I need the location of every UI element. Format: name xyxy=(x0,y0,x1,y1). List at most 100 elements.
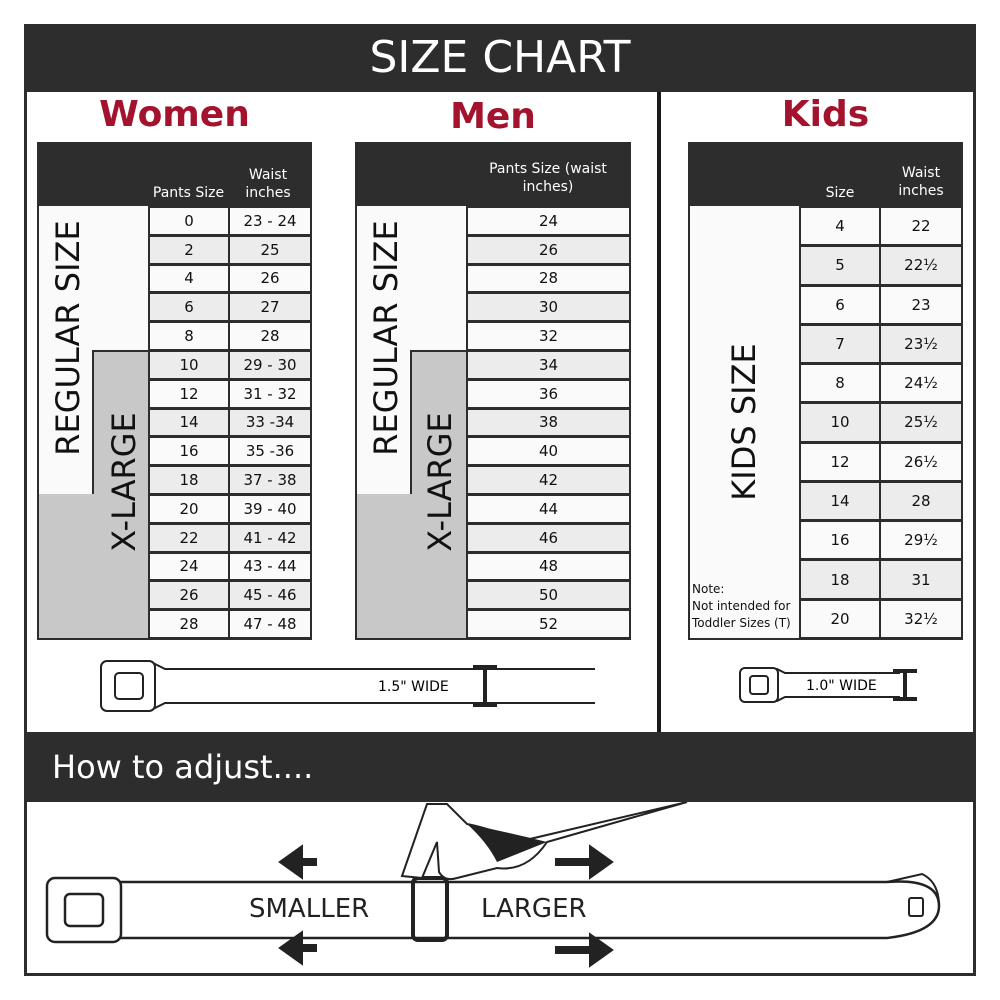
table-cell: 18 xyxy=(148,465,230,495)
table-cell: 48 xyxy=(466,551,631,582)
table-cell: 20 xyxy=(148,494,230,524)
kids-belt-illustration xyxy=(739,667,917,703)
table-cell: 31 xyxy=(879,559,963,600)
arrow-right-bottom-icon xyxy=(555,932,614,968)
table-cell: 22 xyxy=(148,522,230,553)
table-cell: 27 xyxy=(228,292,312,323)
table-cell: 18 xyxy=(799,559,881,600)
men-xlarge-notch xyxy=(410,350,466,494)
larger-label: LARGER xyxy=(481,894,587,924)
kids-label-region xyxy=(690,206,799,638)
table-cell: 23½ xyxy=(879,323,963,365)
table-cell: 39 - 40 xyxy=(228,494,312,524)
table-cell: 36 xyxy=(466,378,631,409)
men-col-pants: Pants Size (waist inches) xyxy=(489,161,607,195)
note-title: Note: xyxy=(692,582,725,596)
table-cell: 26 xyxy=(466,234,631,265)
table-cell: 12 xyxy=(799,441,881,482)
table-cell: 8 xyxy=(148,321,230,351)
table-cell: 34 xyxy=(466,350,631,380)
kids-title: Kids xyxy=(781,94,870,135)
women-regular-label: REGULAR SIZE xyxy=(49,220,87,456)
table-cell: 26 xyxy=(148,580,230,611)
table-cell: 29½ xyxy=(879,520,963,561)
women-xlarge-label: X-LARGE xyxy=(105,412,143,552)
kids-size-label: KIDS SIZE xyxy=(725,343,763,501)
table-cell: 6 xyxy=(799,284,881,325)
table-cell: 26½ xyxy=(879,441,963,482)
arrow-left-top-icon xyxy=(278,844,317,880)
smaller-label: SMALLER xyxy=(249,894,370,924)
table-cell: 41 - 42 xyxy=(228,522,312,553)
table-cell: 33 -34 xyxy=(228,407,312,438)
table-cell: 30 xyxy=(466,292,631,323)
table-cell: 22½ xyxy=(879,245,963,286)
women-belt-illustration xyxy=(100,660,595,712)
men-title: Men xyxy=(450,96,536,137)
table-cell: 31 - 32 xyxy=(228,378,312,409)
table-cell: 4 xyxy=(799,206,881,247)
arrow-right-top-icon xyxy=(555,844,614,880)
table-cell: 8 xyxy=(799,363,881,404)
kids-col-waist: Waist inches xyxy=(898,165,944,199)
men-xlarge-label: X-LARGE xyxy=(421,412,459,552)
table-cell: 14 xyxy=(799,480,881,522)
table-cell: 2 xyxy=(148,234,230,265)
table-cell: 28 xyxy=(879,480,963,522)
table-cell: 25 xyxy=(228,234,312,265)
table-cell: 28 xyxy=(148,609,230,639)
table-cell: 16 xyxy=(799,520,881,561)
table-cell: 22 xyxy=(879,206,963,247)
arrow-left-bottom-icon xyxy=(278,930,317,966)
kids-note: Note: Not intended for Toddler Sizes (T) xyxy=(692,581,797,632)
table-cell: 5 xyxy=(799,245,881,286)
table-cell: 37 - 38 xyxy=(228,465,312,495)
page-title: SIZE CHART xyxy=(24,24,976,92)
table-cell: 43 - 44 xyxy=(228,551,312,582)
table-cell: 26 xyxy=(228,263,312,294)
table-cell: 4 xyxy=(148,263,230,294)
table-cell: 42 xyxy=(466,465,631,495)
table-cell: 28 xyxy=(466,263,631,294)
women-col-pants: Pants Size xyxy=(152,185,225,201)
table-cell: 23 xyxy=(879,284,963,325)
table-cell: 32½ xyxy=(879,598,963,639)
adjust-title: How to adjust.... xyxy=(24,732,976,802)
women-belt-width: 1.5" WIDE xyxy=(378,679,449,695)
table-cell: 40 xyxy=(466,436,631,467)
divider xyxy=(657,92,661,732)
table-cell: 35 -36 xyxy=(228,436,312,467)
women-xlarge-notch xyxy=(92,350,148,494)
table-cell: 16 xyxy=(148,436,230,467)
kids-col-size: Size xyxy=(825,185,855,201)
table-cell: 25½ xyxy=(879,402,963,443)
table-cell: 46 xyxy=(466,522,631,553)
kids-belt-width: 1.0" WIDE xyxy=(806,678,877,694)
table-cell: 14 xyxy=(148,407,230,438)
table-cell: 52 xyxy=(466,609,631,639)
table-cell: 32 xyxy=(466,321,631,351)
table-cell: 50 xyxy=(466,580,631,611)
table-cell: 7 xyxy=(799,323,881,365)
table-cell: 12 xyxy=(148,378,230,409)
table-cell: 29 - 30 xyxy=(228,350,312,380)
adjust-illustration xyxy=(45,802,941,968)
women-title: Women xyxy=(99,94,250,135)
table-cell: 24 xyxy=(466,206,631,236)
table-cell: 24 xyxy=(148,551,230,582)
men-regular-label: REGULAR SIZE xyxy=(367,220,405,456)
table-cell: 23 - 24 xyxy=(228,206,312,236)
table-cell: 20 xyxy=(799,598,881,639)
women-col-waist: Waist inches xyxy=(245,167,291,201)
table-cell: 0 xyxy=(148,206,230,236)
table-cell: 6 xyxy=(148,292,230,323)
table-cell: 47 - 48 xyxy=(228,609,312,639)
table-cell: 10 xyxy=(148,350,230,380)
table-cell: 44 xyxy=(466,494,631,524)
table-cell: 28 xyxy=(228,321,312,351)
table-cell: 38 xyxy=(466,407,631,438)
note-text: Not intended for Toddler Sizes (T) xyxy=(692,599,791,630)
table-cell: 45 - 46 xyxy=(228,580,312,611)
table-cell: 24½ xyxy=(879,363,963,404)
table-cell: 10 xyxy=(799,402,881,443)
